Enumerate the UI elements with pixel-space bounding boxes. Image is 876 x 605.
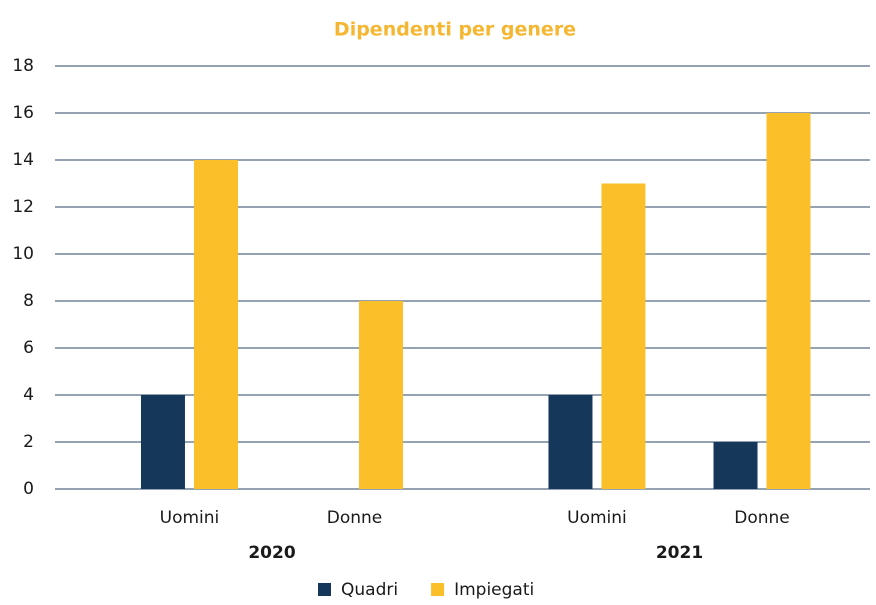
x-tick-label: Donne: [734, 508, 790, 528]
legend-swatch: [431, 583, 445, 596]
legend-label: Impiegati: [454, 580, 534, 600]
y-tick-label: 2: [23, 432, 34, 452]
y-tick-label: 14: [12, 150, 34, 170]
y-tick-label: 16: [12, 103, 34, 123]
y-tick-label: 8: [23, 291, 34, 311]
bar: [548, 395, 593, 489]
bar: [713, 442, 758, 489]
chart-title: Dipendenti per genere: [334, 19, 576, 41]
y-tick-label: 4: [23, 385, 34, 405]
group-label: 2020: [248, 543, 295, 563]
legend-swatch: [318, 583, 331, 596]
y-tick-label: 18: [12, 56, 34, 76]
y-tick-label: 6: [23, 338, 34, 358]
bar: [601, 183, 646, 489]
x-tick-label: Donne: [327, 508, 383, 528]
y-tick-label: 12: [12, 197, 34, 217]
legend-label: Quadri: [341, 580, 398, 600]
x-tick-label: Uomini: [567, 508, 627, 528]
bar: [766, 113, 811, 489]
bar: [140, 395, 185, 489]
group-label: 2021: [656, 543, 703, 563]
bar: [359, 301, 404, 489]
y-tick-label: 0: [23, 479, 34, 499]
y-tick-label: 10: [12, 244, 34, 264]
bar: [193, 160, 238, 489]
x-tick-label: Uomini: [160, 508, 220, 528]
